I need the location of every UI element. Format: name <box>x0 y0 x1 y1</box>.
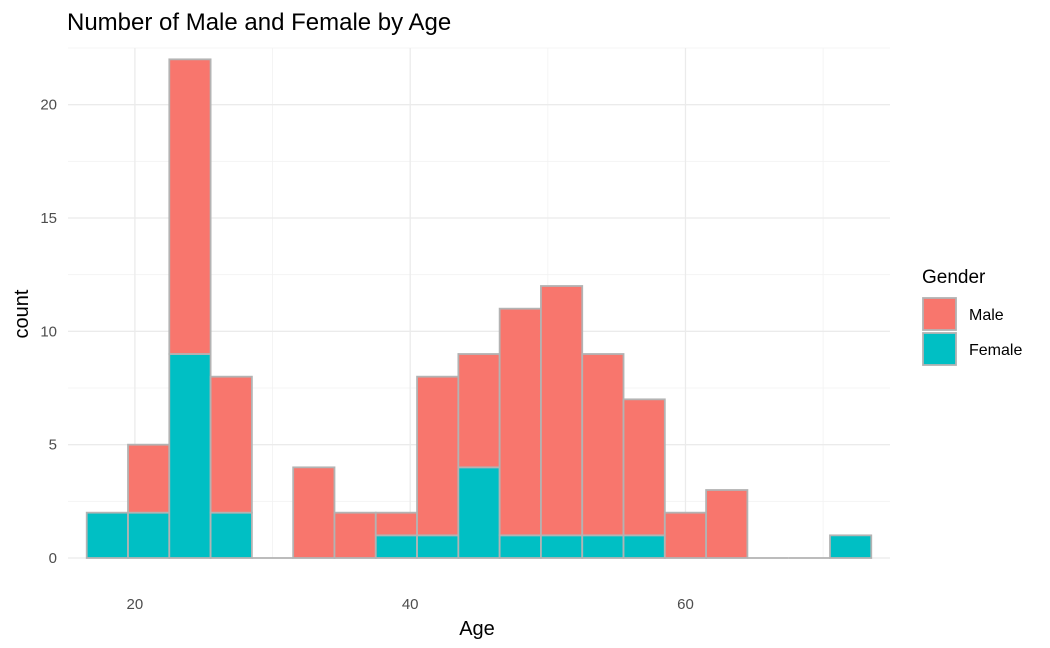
y-axis-title: count <box>11 289 33 338</box>
bar-male <box>168 58 212 355</box>
bar-male <box>622 398 666 537</box>
bar-male <box>416 375 460 537</box>
bars <box>85 58 873 559</box>
bar-male <box>581 353 625 537</box>
bar-male <box>540 285 584 537</box>
bar-female <box>540 534 584 559</box>
bar-male <box>292 466 336 559</box>
bar-male <box>127 443 171 514</box>
bar-male <box>333 511 377 559</box>
bar-female <box>829 534 873 559</box>
y-tick-label: 0 <box>49 550 57 567</box>
bar-female <box>374 534 418 559</box>
bar-female <box>416 534 460 559</box>
bar-male <box>498 307 542 537</box>
bar-female <box>127 511 171 559</box>
bar-male <box>209 375 253 514</box>
y-tick-label: 10 <box>40 323 57 340</box>
bar-female <box>622 534 666 559</box>
bar-male <box>374 511 418 537</box>
bar-female <box>209 511 253 559</box>
x-tick-label: 40 <box>402 596 419 613</box>
bar-male <box>457 353 501 469</box>
legend: Gender Male Female <box>922 267 1022 366</box>
legend-swatch-male <box>922 297 957 331</box>
y-tick-label: 20 <box>40 97 57 114</box>
x-tick-label: 60 <box>677 596 694 613</box>
tick-labels: 0 5 10 15 20 20 40 60 <box>40 97 693 613</box>
bar-female <box>581 534 625 559</box>
bar-female <box>498 534 542 559</box>
bar-female <box>168 353 212 559</box>
legend-label-female: Female <box>969 342 1022 359</box>
bar-male <box>705 489 749 559</box>
bar-female <box>85 511 129 559</box>
legend-title: Gender <box>922 267 986 288</box>
chart-title: Number of Male and Female by Age <box>67 9 451 36</box>
legend-label-male: Male <box>969 307 1004 324</box>
x-tick-label: 20 <box>127 596 144 613</box>
y-tick-label: 15 <box>40 210 57 227</box>
legend-swatch-female <box>922 332 957 366</box>
x-axis-title: Age <box>459 618 495 640</box>
y-tick-label: 5 <box>49 437 57 454</box>
bar-male <box>663 511 708 559</box>
bar-female <box>457 466 501 559</box>
